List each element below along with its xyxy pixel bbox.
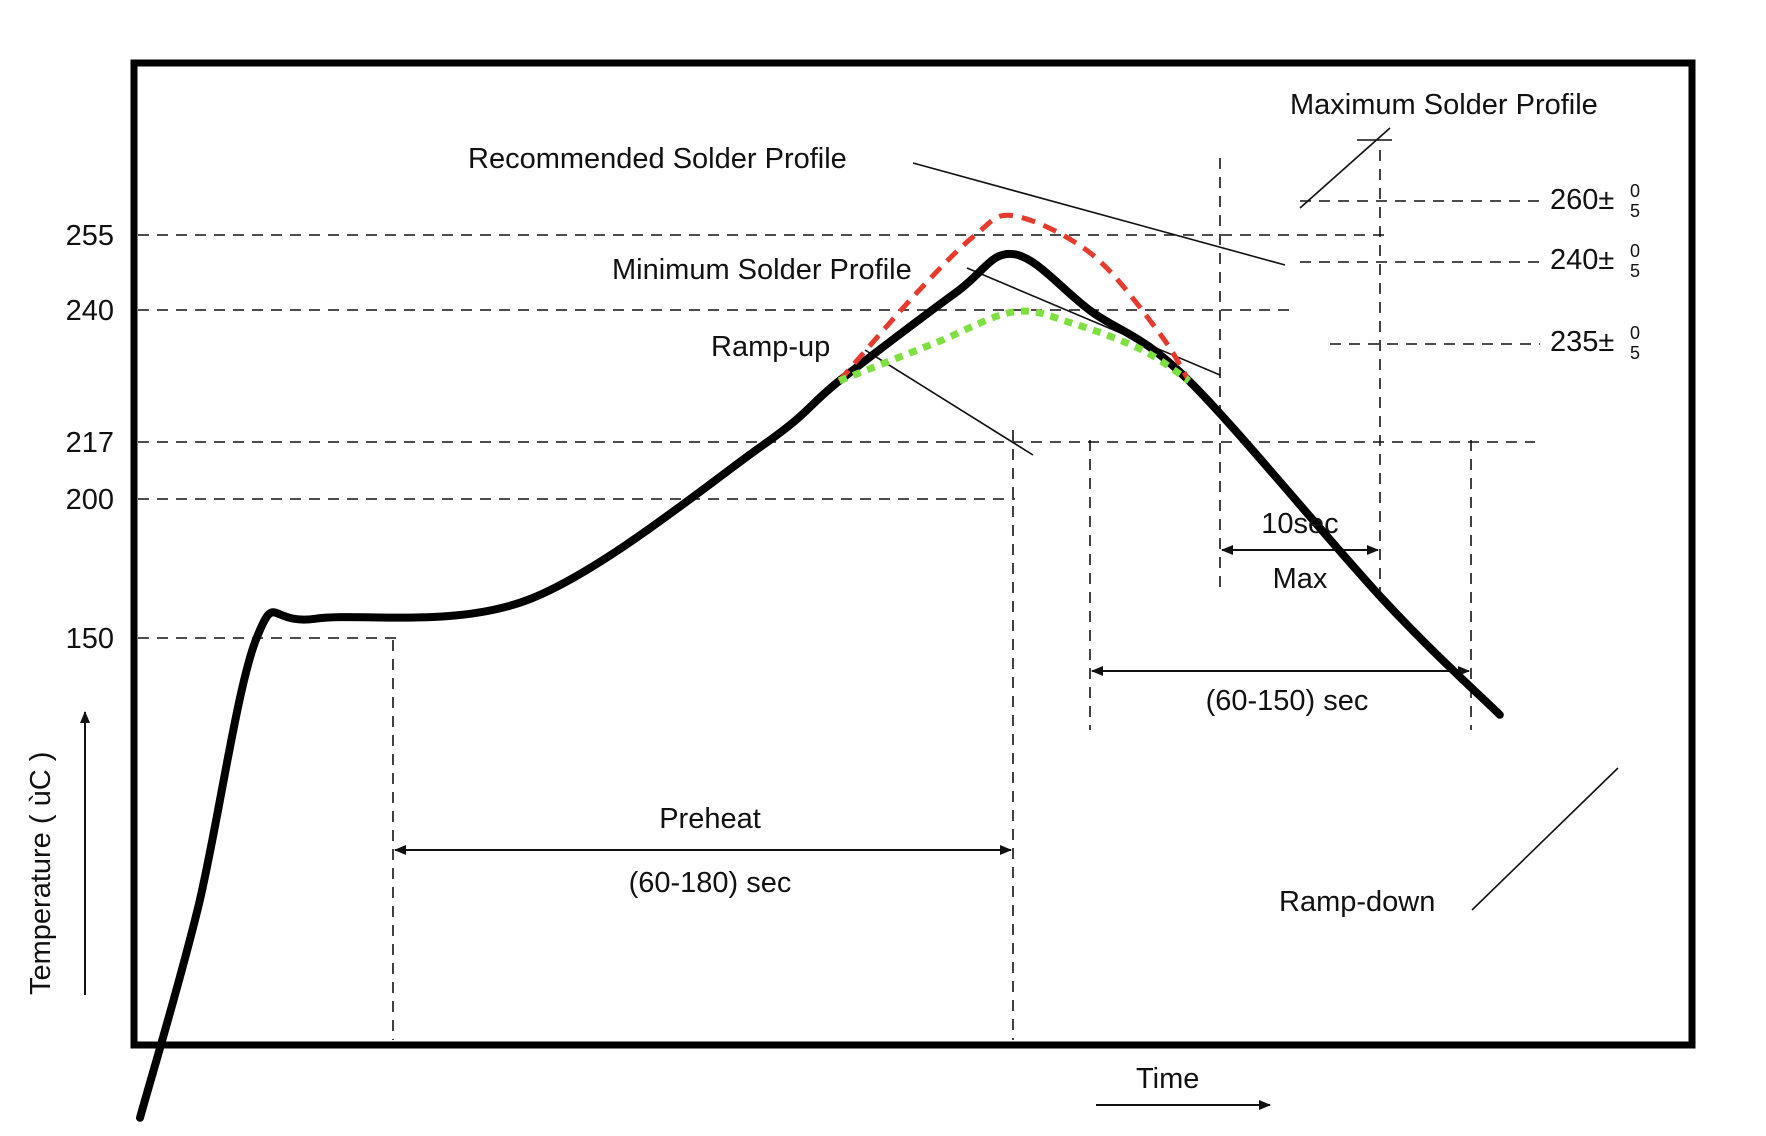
label-liquidus-range: (60-150) sec [1206, 685, 1369, 717]
leader-lines [864, 127, 1619, 911]
tolerance-plus: 0 [1630, 323, 1640, 343]
series-recommended-line [136, 249, 1504, 1122]
tolerance-plus: 0 [1630, 181, 1640, 201]
tolerance-plus: 0 [1630, 241, 1640, 261]
leader-ramp-up [864, 349, 1034, 456]
tolerance-minus: 5 [1630, 201, 1640, 221]
leader-maximum [1299, 127, 1391, 209]
peak-value-235: 235± [1550, 326, 1614, 358]
x-axis-label: Time [1136, 1063, 1199, 1095]
y-axis-label: Temperature ( ùC ) [25, 752, 57, 995]
label-minimum: Minimum Solder Profile [612, 254, 912, 286]
leader-recommended [912, 162, 1286, 266]
label-preheat: Preheat [659, 803, 761, 835]
dimension-arrows [80, 545, 1470, 1110]
leader-ramp-down [1471, 767, 1619, 911]
peak-label-260: 260± 0 5 [1550, 181, 1640, 221]
plot-frame [130, 59, 1696, 1049]
label-peak-time: 10sec [1261, 508, 1338, 540]
y-tick-labels: 255 240 217 200 150 [66, 220, 114, 655]
y-tick-label: 255 [66, 220, 114, 252]
y-tick-label: 217 [66, 427, 114, 459]
reference-lines [138, 150, 1540, 1040]
peak-value-260: 260± [1550, 184, 1614, 216]
label-ramp-up: Ramp-up [711, 331, 830, 363]
y-tick-label: 200 [66, 484, 114, 516]
label-recommended: Recommended Solder Profile [468, 143, 847, 175]
y-tick-label: 240 [66, 295, 114, 327]
tolerance-minus: 5 [1630, 261, 1640, 281]
label-peak-time-sub: Max [1273, 563, 1328, 595]
series-minimum-line [838, 307, 1191, 385]
peak-label-235: 235± 0 5 [1550, 323, 1640, 363]
label-ramp-down: Ramp-down [1279, 886, 1435, 918]
y-tick-label: 150 [66, 623, 114, 655]
annotations: Recommended Solder Profile Maximum Solde… [468, 89, 1640, 918]
label-preheat-range: (60-180) sec [629, 867, 792, 899]
leader-minimum [966, 267, 1221, 376]
series-maximum-line [837, 212, 1192, 383]
tolerance-minus: 5 [1630, 343, 1640, 363]
peak-value-240: 240± [1550, 244, 1614, 276]
label-maximum: Maximum Solder Profile [1290, 89, 1598, 121]
peak-label-240: 240± 0 5 [1550, 241, 1640, 281]
